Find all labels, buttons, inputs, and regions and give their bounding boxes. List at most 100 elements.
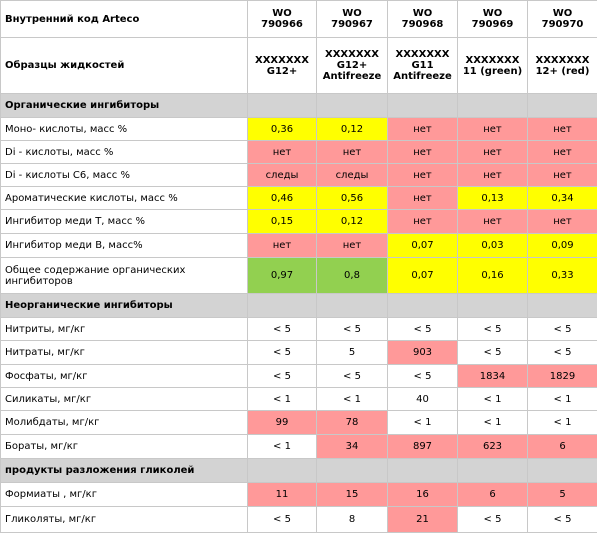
value-cell: нет xyxy=(388,210,458,234)
value-cell: 897 xyxy=(388,435,458,459)
value-cell: 0,16 xyxy=(458,258,528,294)
value-cell: нет xyxy=(528,164,597,187)
row-label: Силикаты, мг/кг xyxy=(1,388,248,411)
sample-name: XXXXXXX 11 (green) xyxy=(458,38,528,94)
value-cell: нет xyxy=(317,141,388,164)
value-cell: < 1 xyxy=(388,411,458,435)
value-cell: 11 xyxy=(248,483,317,507)
data-row: Общее содержание органических ингибиторо… xyxy=(1,258,597,294)
value-cell: нет xyxy=(458,164,528,187)
value-cell: нет xyxy=(248,234,317,258)
section-filler xyxy=(248,459,317,483)
value-cell: 21 xyxy=(388,507,458,533)
value-cell: < 1 xyxy=(528,388,597,411)
row-label: Формиаты , мг/кг xyxy=(1,483,248,507)
value-cell: 0,12 xyxy=(317,210,388,234)
value-cell: < 5 xyxy=(528,341,597,365)
row-label: Нитраты, мг/кг xyxy=(1,341,248,365)
section-filler xyxy=(317,459,388,483)
value-cell: 0,12 xyxy=(317,118,388,141)
value-cell: 0,46 xyxy=(248,187,317,210)
section-filler xyxy=(248,94,317,118)
section-filler xyxy=(317,94,388,118)
value-cell: 40 xyxy=(388,388,458,411)
value-cell: < 5 xyxy=(248,341,317,365)
value-cell: < 5 xyxy=(317,365,388,388)
row-label: Di - кислоты С6, масс % xyxy=(1,164,248,187)
value-cell: нет xyxy=(248,141,317,164)
value-cell: 34 xyxy=(317,435,388,459)
value-cell: 0,56 xyxy=(317,187,388,210)
section-filler xyxy=(458,459,528,483)
value-cell: < 5 xyxy=(458,341,528,365)
value-cell: < 5 xyxy=(248,507,317,533)
row-label: Нитриты, мг/кг xyxy=(1,318,248,341)
value-cell: 1834 xyxy=(458,365,528,388)
section-filler xyxy=(317,294,388,318)
value-cell: 5 xyxy=(528,483,597,507)
product-code: WO 790969 xyxy=(458,1,528,38)
value-cell: < 1 xyxy=(317,388,388,411)
samples-label: Образцы жидкостей xyxy=(1,38,248,94)
section-filler xyxy=(388,459,458,483)
value-cell: < 5 xyxy=(388,365,458,388)
value-cell: нет xyxy=(458,210,528,234)
value-cell: нет xyxy=(388,141,458,164)
section-filler xyxy=(388,94,458,118)
value-cell: следы xyxy=(248,164,317,187)
row-label: Ингибитор меди Т, масс % xyxy=(1,210,248,234)
section-title: Неорганические ингибиторы xyxy=(1,294,248,318)
value-cell: 0,07 xyxy=(388,258,458,294)
value-cell: < 1 xyxy=(458,388,528,411)
value-cell: < 5 xyxy=(458,507,528,533)
sample-name: XXXXXXX G12+ xyxy=(248,38,317,94)
value-cell: 0,15 xyxy=(248,210,317,234)
section-filler xyxy=(458,294,528,318)
row-label: Ингибитор меди В, масс% xyxy=(1,234,248,258)
section-title: Органические ингибиторы xyxy=(1,94,248,118)
value-cell: нет xyxy=(388,164,458,187)
value-cell: нет xyxy=(528,141,597,164)
value-cell: нет xyxy=(458,141,528,164)
value-cell: 0,34 xyxy=(528,187,597,210)
row-label: Молибдаты, мг/кг xyxy=(1,411,248,435)
value-cell: 6 xyxy=(528,435,597,459)
row-label: Общее содержание органических ингибиторо… xyxy=(1,258,248,294)
value-cell: 15 xyxy=(317,483,388,507)
value-cell: следы xyxy=(317,164,388,187)
value-cell: 6 xyxy=(458,483,528,507)
section-filler xyxy=(528,94,597,118)
value-cell: < 1 xyxy=(248,388,317,411)
sample-name: XXXXXXX G11 Antifreeze xyxy=(388,38,458,94)
row-label: Бораты, мг/кг xyxy=(1,435,248,459)
sample-name: XXXXXXX G12+ Antifreeze xyxy=(317,38,388,94)
value-cell: 623 xyxy=(458,435,528,459)
value-cell: < 5 xyxy=(528,318,597,341)
row-label: Фосфаты, мг/кг xyxy=(1,365,248,388)
value-cell: нет xyxy=(388,118,458,141)
value-cell: 0,36 xyxy=(248,118,317,141)
value-cell: нет xyxy=(528,210,597,234)
section-row: Органические ингибиторы xyxy=(1,94,597,118)
section-filler xyxy=(528,294,597,318)
section-filler xyxy=(388,294,458,318)
row-label: Моно- кислоты, масс % xyxy=(1,118,248,141)
value-cell: < 5 xyxy=(248,365,317,388)
section-filler xyxy=(528,459,597,483)
section-title: продукты разложения гликолей xyxy=(1,459,248,483)
value-cell: < 5 xyxy=(248,318,317,341)
value-cell: 78 xyxy=(317,411,388,435)
value-cell: 0,97 xyxy=(248,258,317,294)
